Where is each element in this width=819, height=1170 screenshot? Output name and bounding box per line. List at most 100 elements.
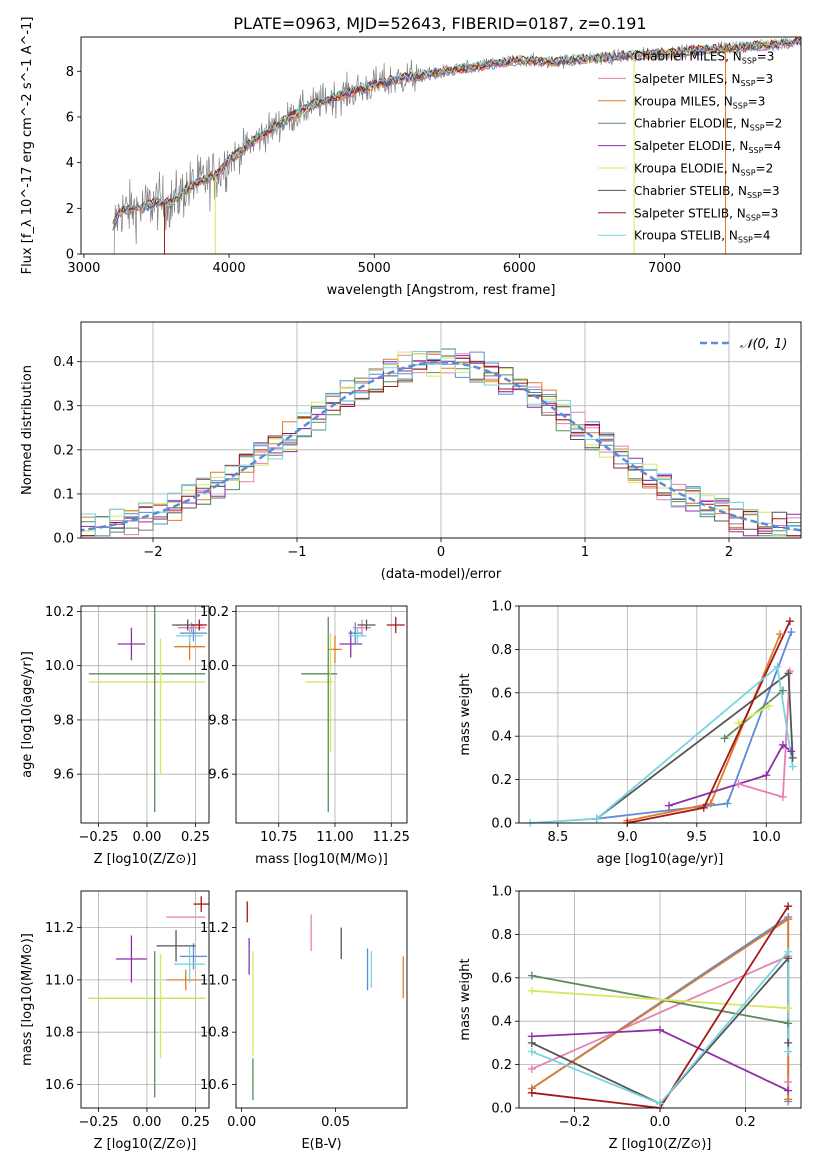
- axes-frame: [235, 890, 408, 1109]
- y-tick-label: 0.2: [53, 443, 74, 458]
- x-tick-label: 11.25: [373, 830, 410, 845]
- mass-weight-line: [627, 633, 782, 822]
- y-tick-label: 0.4: [53, 355, 74, 370]
- x-tick-label: 0.25: [181, 830, 210, 845]
- mass-weight-marker: [527, 1088, 536, 1097]
- mass-weight-line: [668, 743, 792, 807]
- mass-weight-marker: [527, 986, 536, 995]
- errorbar-point: [177, 622, 206, 634]
- mass-weight-marker: [778, 792, 787, 801]
- legend-model-name: Kroupa MILES: [634, 94, 716, 108]
- y-tick-label: 6: [66, 110, 74, 125]
- legend-subscript: SSP: [748, 146, 763, 155]
- axes-frame: [80, 605, 210, 824]
- x-tick-label: 0.00: [227, 1115, 256, 1130]
- y-axis-label: mass weight: [458, 673, 473, 755]
- panel-residuals: −2 −1 0 1 2 0.0 0.1 0.2 0.3 0.4 (data-model)/error…: [20, 321, 802, 582]
- y-tick-label: 1.0: [491, 885, 512, 900]
- mass-weight-marker: [734, 719, 743, 728]
- x-tick-label: 0.25: [181, 1115, 210, 1130]
- y-tick-label: 11.0: [45, 973, 74, 988]
- mass-weight-marker: [762, 771, 771, 780]
- x-tick-label: 0.00: [132, 830, 161, 845]
- mass-weight-marker: [784, 1077, 793, 1086]
- legend-eq: =: [765, 117, 775, 131]
- panel-mass-weight-vs-age: 8.5 9.0 9.5 10.0 0.0 0.2 0.4 0.6 0.8 1.0 age [log1…: [458, 600, 802, 867]
- x-tick-label: 5000: [358, 261, 391, 276]
- legend-model-name: Chabrier STELIB: [634, 184, 730, 198]
- legend-label: Kroupa MILES, NSSP=3: [634, 94, 765, 110]
- y-tick-label: 0.8: [491, 928, 512, 943]
- y-tick-label: 0.6: [491, 971, 512, 986]
- mass-weight-line: [531, 989, 789, 1010]
- mass-weight-marker: [784, 1086, 793, 1095]
- legend-model-name: Chabrier ELODIE: [634, 117, 733, 131]
- y-tick-label: 0.2: [491, 773, 512, 788]
- x-axis-label: mass [log10(M/M⊙)]: [255, 852, 388, 867]
- mass-weight-marker: [706, 799, 715, 808]
- y-tick-label: 9.8: [53, 713, 74, 728]
- mass-weight-marker: [527, 971, 536, 980]
- errorbar-point: [193, 896, 209, 912]
- mass-weight-marker: [784, 902, 793, 911]
- y-tick-label: 10.2: [200, 605, 229, 620]
- plot-area: [81, 348, 801, 537]
- legend-model-name: Kroupa STELIB: [634, 229, 721, 243]
- y-tick-label: 0.4: [491, 1015, 512, 1030]
- axes-frame: [80, 36, 802, 255]
- x-tick-label: 2: [725, 545, 733, 560]
- legend-subscript: SSP: [733, 101, 748, 110]
- panel-mass-vs-Z: −0.25 0.00 0.25 10.6 10.8 11.0 11.2 Z [log10(Z/…: [20, 890, 210, 1152]
- x-tick-label: 6000: [503, 261, 536, 276]
- mass-weight-marker: [527, 1038, 536, 1047]
- mass-weight-marker: [734, 779, 743, 788]
- x-tick-label: 0.0: [650, 1115, 671, 1130]
- y-tick-label: 0.4: [491, 730, 512, 745]
- legend-label: Salpeter ELODIE, NSSP=4: [634, 139, 781, 155]
- mass-weight-marker: [784, 915, 793, 924]
- panel-mass-vs-EBV: 0.00 0.05 10.6 10.8 11.0 11.2 E(B-V): [200, 890, 408, 1152]
- plot-area: [530, 620, 794, 823]
- x-axis-label: E(B-V): [301, 1137, 341, 1152]
- legend-nssp: 4: [773, 139, 781, 153]
- legend-subscript: SSP: [746, 213, 761, 222]
- panels: 3000 4000 5000 6000 7000 0 2 4 6 8 wavelength [Ang…: [20, 17, 802, 1152]
- mass-weight-marker: [656, 1025, 664, 1034]
- mass-weight-marker: [765, 701, 774, 710]
- mass-weight-marker: [784, 1047, 793, 1056]
- legend-eq: =: [763, 139, 773, 153]
- errorbar-point: [353, 619, 371, 636]
- mass-weight-marker: [787, 747, 796, 756]
- legend-label: Chabrier MILES, NSSP=3: [634, 50, 774, 66]
- axes-frame: [518, 605, 802, 824]
- mass-weight-marker: [776, 630, 785, 639]
- errorbar-point: [339, 630, 362, 658]
- x-tick-label: 10.0: [752, 830, 781, 845]
- legend-subscript: SSP: [741, 79, 756, 88]
- x-axis-label: Z [log10(Z/Z⊙)]: [94, 1137, 197, 1152]
- y-axis-label: mass weight: [458, 958, 473, 1040]
- legend-label: Kroupa STELIB, NSSP=4: [634, 229, 771, 245]
- y-axis-label: Normed distribution: [20, 365, 35, 495]
- legend-eq: =: [753, 229, 763, 243]
- mass-weight-marker: [592, 814, 601, 823]
- legend-label: Chabrier ELODIE, NSSP=2: [634, 117, 782, 133]
- x-tick-label: 8.5: [548, 830, 569, 845]
- y-tick-label: 0: [66, 248, 74, 263]
- errorbar-point: [179, 943, 208, 970]
- mass-weight-marker: [784, 1038, 793, 1047]
- mass-weight-marker: [788, 762, 797, 771]
- errorbar-point: [115, 935, 147, 983]
- y-tick-label: 10.6: [200, 1078, 229, 1093]
- x-tick-label: 0.2: [735, 1115, 756, 1130]
- plot-area: [301, 616, 405, 813]
- mass-weight-marker: [784, 669, 793, 678]
- x-tick-label: 0.00: [132, 1115, 161, 1130]
- x-tick-label: 0.05: [321, 1115, 350, 1130]
- errorbar-point: [166, 969, 206, 991]
- errorbar-point: [117, 627, 145, 661]
- x-tick-label: 9.5: [686, 830, 707, 845]
- y-tick-label: 9.8: [208, 713, 229, 728]
- y-axis-label: Flux [f_λ 10^-17 erg cm^-2 s^-1 A^-1]: [20, 17, 35, 275]
